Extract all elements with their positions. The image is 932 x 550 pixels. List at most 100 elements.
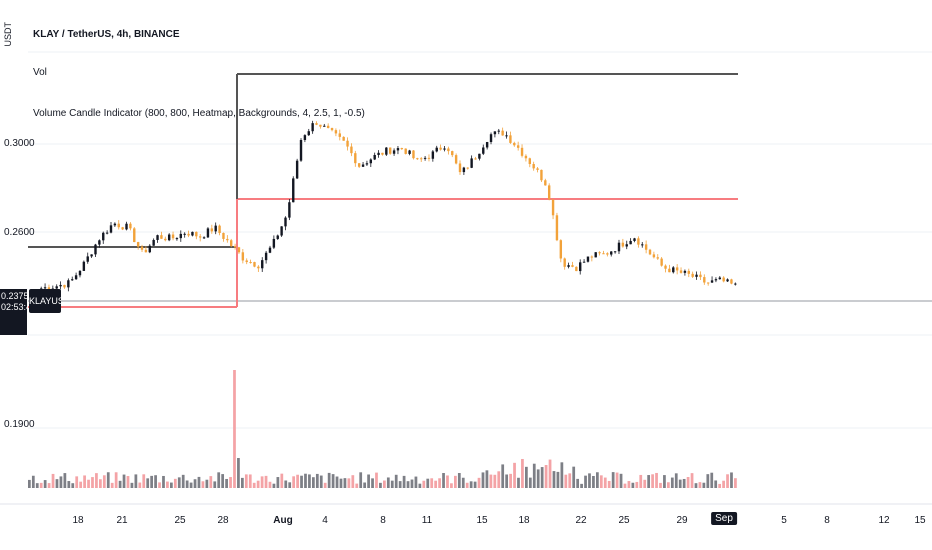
volume-bar [284, 480, 288, 488]
candle-body [699, 274, 702, 278]
candle-body [381, 152, 384, 155]
candle-body [551, 199, 555, 216]
candle-body [148, 245, 151, 253]
volume-bar [386, 477, 390, 488]
volume-bar [536, 469, 540, 488]
candle-body [94, 244, 97, 255]
candle-body [462, 167, 466, 173]
volume-bar [639, 474, 643, 488]
volume-bar [414, 476, 418, 488]
volume-bar [209, 476, 213, 488]
candle-body [505, 135, 508, 137]
volume-bar [319, 475, 323, 488]
candle-body [121, 227, 124, 230]
volume-bar [718, 483, 722, 488]
candle-body [350, 146, 353, 154]
volume-bar [659, 482, 662, 488]
candle-body [474, 158, 477, 160]
volume-bar [588, 473, 591, 488]
volume-bar [611, 472, 615, 488]
candle-body [303, 135, 307, 141]
candle-body [458, 163, 462, 173]
candle-body [536, 168, 539, 170]
candle-body [431, 151, 435, 159]
candle-body [330, 128, 334, 131]
candle-body [226, 238, 229, 241]
volume-bar [631, 482, 635, 488]
volume-bar [442, 473, 445, 488]
candle-body [326, 125, 330, 129]
chart-title[interactable]: KLAY / TetherUS, 4h, BINANCE [33, 29, 180, 40]
candle-body [245, 260, 248, 263]
volume-legend[interactable]: Vol [33, 67, 47, 78]
volume-bars [28, 370, 737, 488]
candle-body [237, 247, 241, 253]
candle-body [78, 270, 82, 276]
volume-bar [363, 482, 367, 488]
candle-body [299, 140, 303, 161]
candle-body [164, 238, 167, 241]
candle-body [590, 256, 594, 258]
candle-body [633, 238, 636, 241]
volume-bar [315, 473, 319, 488]
candle-body [136, 242, 140, 247]
volume-bar [517, 477, 520, 488]
volume-bar [477, 477, 481, 488]
candle-body [338, 133, 341, 137]
volume-bar [248, 474, 252, 488]
volume-bar [170, 482, 173, 488]
volume-bar [181, 474, 185, 488]
volume-bar [651, 474, 654, 488]
candle-body [264, 252, 268, 261]
volume-bar [355, 483, 359, 488]
volume-bar [102, 475, 106, 488]
candle-body [171, 234, 175, 239]
volume-bar [525, 466, 528, 488]
candle-body [427, 157, 431, 159]
candle-body [400, 148, 404, 150]
volume-bar [221, 474, 225, 488]
candle-body [722, 277, 725, 282]
volume-bar [126, 476, 130, 488]
current-price-value: 0.2375 [1, 291, 29, 301]
volume-bar [75, 476, 79, 488]
candle-body [175, 238, 179, 240]
candle-body [547, 185, 551, 200]
candle-body [63, 284, 66, 288]
countdown-timer: 02:53:45 [1, 302, 37, 312]
volume-bar [99, 479, 102, 488]
candle-body [55, 286, 58, 289]
time-axis-label: 28 [217, 515, 229, 526]
volume-bar [114, 472, 118, 488]
volume-bar [327, 472, 331, 488]
candle-body [648, 249, 652, 255]
volume-bar [343, 478, 347, 488]
candle-body [408, 150, 411, 154]
volume-bar [706, 474, 710, 488]
volume-bar [663, 475, 666, 488]
candle-body [74, 275, 78, 280]
volume-bar [481, 472, 485, 488]
volume-bar [347, 478, 351, 488]
candle-body [412, 150, 415, 159]
volume-bar [63, 473, 67, 488]
candle-body [404, 148, 407, 154]
candle-body [253, 262, 256, 267]
indicator-legend[interactable]: Volume Candle Indicator (800, 800, Heatm… [33, 108, 365, 119]
candle-body [109, 225, 113, 233]
volume-bar [438, 478, 441, 488]
candle-body [594, 252, 597, 258]
candle-body [660, 258, 663, 266]
candle-body [637, 238, 640, 245]
volume-bar [446, 475, 449, 488]
volume-bar [122, 474, 126, 488]
candle-body [567, 265, 570, 267]
volume-bar [568, 473, 572, 488]
volume-bar [130, 482, 134, 488]
volume-bar [552, 471, 556, 488]
candle-body [734, 283, 737, 285]
candle-body [280, 226, 283, 236]
volume-bar [722, 480, 725, 488]
candle-body [447, 148, 450, 152]
